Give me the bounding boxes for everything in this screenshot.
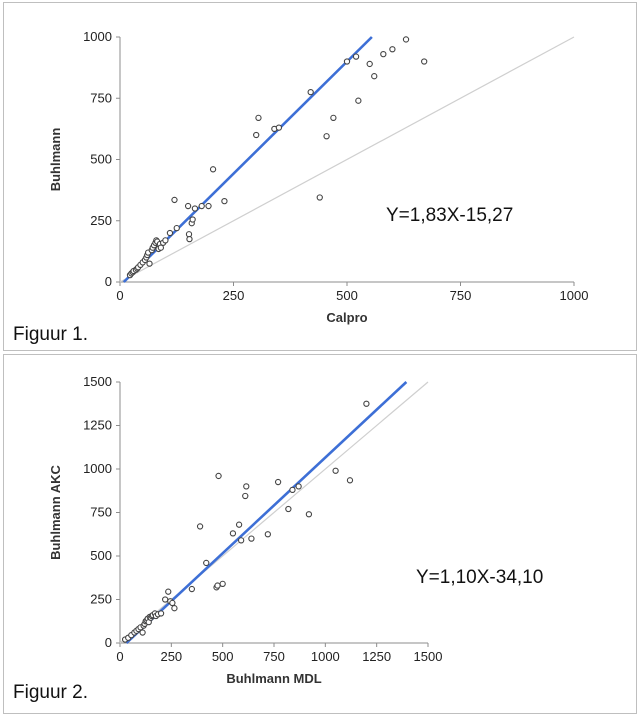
data-point — [275, 124, 283, 131]
data-point — [255, 114, 262, 121]
data-point — [205, 202, 212, 210]
data-point — [389, 46, 396, 53]
data-point — [165, 588, 172, 595]
y-tick-label: 1000 — [83, 29, 112, 44]
data-point — [243, 483, 250, 490]
y-tick-label: 0 — [105, 274, 112, 289]
data-point — [366, 60, 373, 68]
scatter-chart-2: 0 250 500 750 1000 1250 1500 0 250 500 750 1000 1250… — [13, 374, 543, 703]
data-point — [162, 596, 169, 603]
figure-caption: Figuur 1. — [13, 324, 88, 345]
y-tick-label: 750 — [90, 90, 112, 105]
y-tick-label: 250 — [90, 213, 112, 228]
x-tick-label: 750 — [450, 288, 472, 303]
data-point — [171, 605, 178, 612]
data-point — [264, 531, 271, 538]
data-point — [171, 196, 178, 204]
data-point — [305, 511, 313, 518]
data-point — [248, 535, 255, 542]
x-tick-label: 0 — [116, 649, 123, 664]
data-point — [209, 166, 217, 173]
data-point — [363, 400, 370, 407]
regression-line — [125, 381, 408, 644]
data-point — [323, 133, 330, 140]
scatter-chart-1: 0 250 500 750 1000 0 250 500 750 1000 Calpro Buhlma… — [13, 29, 589, 345]
data-point — [295, 483, 302, 490]
data-point — [380, 51, 387, 58]
data-point — [402, 36, 410, 43]
y-axis-title: Buhlmann — [48, 128, 63, 192]
data-point — [307, 88, 314, 96]
x-tick-label: 250 — [223, 288, 245, 303]
y-tick-label: 1250 — [83, 418, 112, 433]
data-point — [274, 478, 282, 486]
y-tick-label: 500 — [90, 152, 112, 167]
x-tick-label: 500 — [212, 649, 234, 664]
chart-panel-2: 0 250 500 750 1000 1250 1500 0 250 500 750 1000 1250… — [3, 354, 637, 714]
data-point — [332, 467, 339, 474]
data-point — [330, 114, 337, 121]
y-tick-label: 1000 — [83, 461, 112, 476]
data-point — [139, 629, 146, 636]
data-point — [289, 486, 296, 494]
data-point — [219, 580, 226, 587]
y-tick-label: 1500 — [83, 374, 112, 389]
data-point — [316, 194, 323, 201]
data-point — [196, 523, 204, 530]
x-tick-label: 500 — [336, 288, 358, 303]
data-point — [186, 235, 193, 243]
y-tick-label: 0 — [105, 635, 112, 650]
data-point — [355, 97, 362, 104]
data-point — [162, 237, 169, 244]
data-point — [188, 585, 196, 593]
identity-line — [119, 36, 575, 283]
data-point — [166, 229, 174, 237]
data-point — [146, 260, 153, 267]
data-point — [214, 582, 221, 589]
data-point — [229, 530, 237, 537]
y-axis-title: Buhlmann AKC — [48, 464, 63, 559]
chart-panel-1: 0 250 500 750 1000 0 250 500 750 1000 Calpro Buhlma… — [3, 2, 637, 351]
y-tick-label: 500 — [90, 548, 112, 563]
x-tick-label: 1500 — [414, 649, 443, 664]
x-tick-label: 1250 — [362, 649, 391, 664]
x-tick-label: 1000 — [560, 288, 589, 303]
data-point — [285, 505, 292, 513]
data-point — [235, 521, 243, 528]
data-point — [221, 197, 228, 205]
y-tick-label: 250 — [90, 592, 112, 607]
x-tick-label: 250 — [160, 649, 182, 664]
y-tick-label: 750 — [90, 505, 112, 520]
data-point — [169, 599, 176, 607]
regression-equation: Y=1,83X-15,27 — [386, 205, 513, 226]
x-tick-label: 750 — [263, 649, 285, 664]
data-point — [189, 216, 196, 223]
data-point — [203, 559, 210, 567]
data-point — [343, 58, 351, 65]
x-axis-title: Calpro — [326, 310, 367, 325]
regression-equation: Y=1,10X-34,10 — [416, 567, 543, 588]
data-point — [215, 472, 222, 480]
data-point — [346, 477, 354, 484]
x-axis-title: Buhlmann MDL — [226, 671, 321, 686]
data-point — [157, 244, 165, 251]
data-point — [242, 492, 249, 500]
data-point — [198, 202, 205, 210]
data-point — [237, 537, 245, 544]
data-point — [191, 205, 199, 212]
identity-line — [119, 381, 429, 644]
data-point — [253, 131, 260, 139]
data-point — [421, 58, 428, 65]
data-point — [184, 202, 192, 210]
data-point — [173, 224, 180, 232]
x-tick-label: 0 — [116, 288, 123, 303]
data-point — [157, 610, 165, 617]
data-point — [371, 73, 378, 80]
x-tick-label: 1000 — [311, 649, 340, 664]
figure-caption: Figuur 2. — [13, 682, 88, 703]
data-point — [352, 53, 360, 60]
